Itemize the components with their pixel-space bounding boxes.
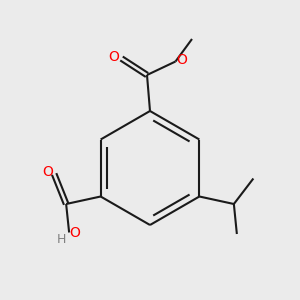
Text: O: O (176, 53, 187, 67)
Text: O: O (108, 50, 119, 64)
Text: O: O (70, 226, 81, 240)
Text: O: O (43, 165, 54, 178)
Text: H: H (57, 233, 66, 246)
